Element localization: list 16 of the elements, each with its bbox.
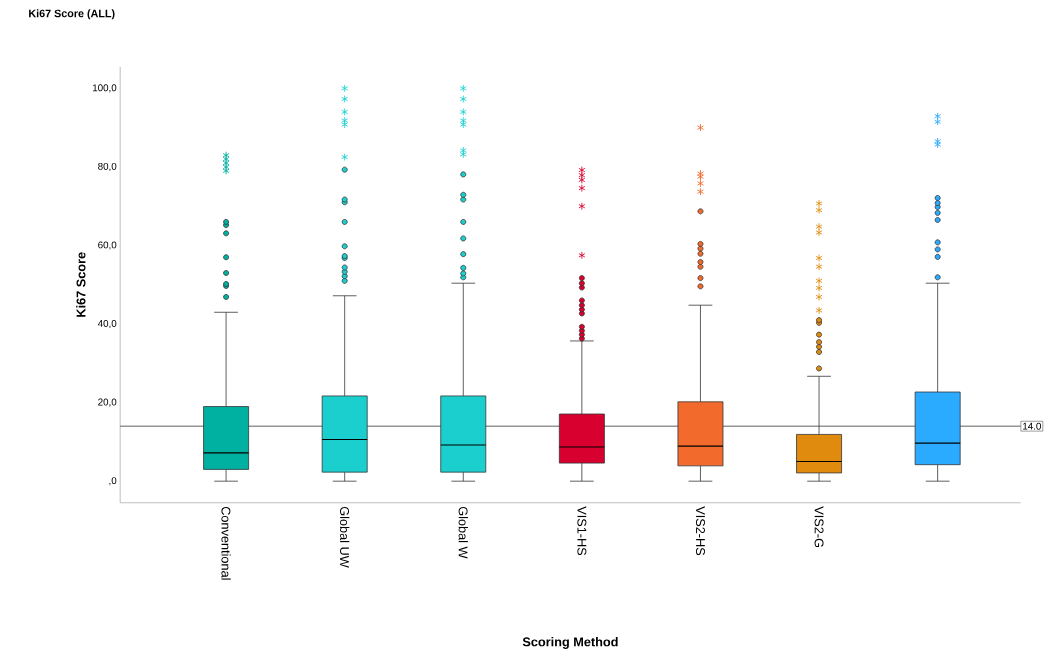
y-tick-label: 40,0	[97, 320, 117, 329]
x-tick-label: Global UW	[340, 506, 350, 568]
x-tick-label: VIS2-G	[814, 506, 824, 548]
x-tick-label: Conventional	[221, 506, 231, 580]
x-axis-title: Scoring Method	[522, 637, 618, 650]
y-tick-label: 80,0	[98, 162, 117, 172]
chart-title: Ki67 Score (ALL)	[29, 9, 115, 20]
x-tick-label: VIS1-HS	[577, 506, 587, 556]
y-tick-label: ,0	[109, 477, 117, 486]
y-tick-label: 20,0	[98, 398, 117, 407]
y-tick-label: 60,0	[98, 241, 117, 250]
x-tick-label: Global W	[458, 506, 468, 559]
y-axis-title: Ki67 Score	[76, 252, 86, 317]
y-tick-label: 100,0	[92, 84, 117, 93]
ref-line-label: 14.0	[1023, 422, 1041, 430]
x-tick-label: VIS2-HS	[695, 506, 705, 556]
